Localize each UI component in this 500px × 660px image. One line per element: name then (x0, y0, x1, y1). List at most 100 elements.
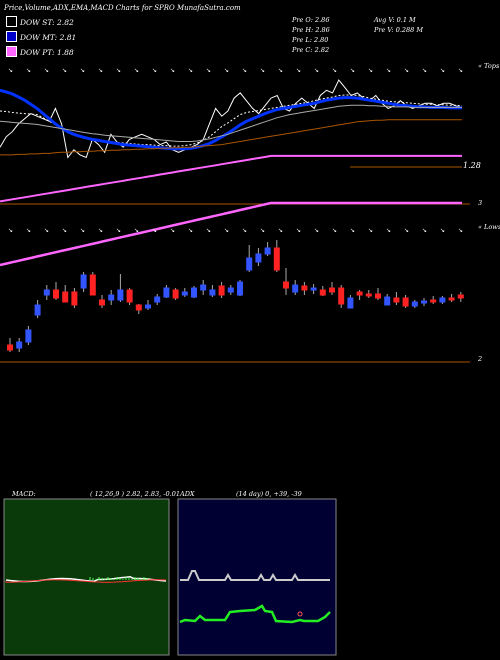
candle-body (375, 293, 381, 299)
candle-body (393, 297, 400, 303)
legend-swatch-mt (6, 31, 17, 42)
price-top-marker: ↘ (134, 227, 139, 234)
candle-body (181, 291, 188, 296)
ema-top-marker: ↘ (296, 67, 301, 74)
candle-body (356, 291, 363, 296)
ema-top-marker: ↘ (422, 67, 427, 74)
price-top-marker: ↘ (170, 227, 175, 234)
ema-top-marker: ↘ (170, 67, 175, 74)
ema-corner-label: « Tops (478, 62, 500, 70)
price-top-marker: ↘ (116, 227, 121, 234)
candle-body (108, 294, 115, 301)
candle-body (126, 289, 133, 303)
price-top-marker: ↘ (296, 227, 301, 234)
price-top-marker: ↘ (422, 227, 427, 234)
macd-signal-line (5, 579, 167, 583)
price-top-marker: ↘ (26, 227, 31, 234)
adx-line (180, 570, 330, 581)
ema-top-marker: ↘ (332, 67, 337, 74)
chart-title: Price,Volume,ADX,EMA,MACD Charts for SPR… (4, 4, 241, 12)
ema-top-marker: ↘ (44, 67, 49, 74)
stat-open: Pre O: 2.86 (292, 16, 330, 24)
candle-body (117, 289, 124, 301)
candle-body (218, 285, 225, 296)
candle-body (273, 247, 280, 271)
candle-body (237, 281, 243, 296)
candle-body (310, 287, 317, 291)
ema-series-pt-line (0, 154, 462, 203)
price-top-marker: ↘ (8, 227, 13, 234)
price-top-marker: ↘ (314, 227, 319, 234)
price-top-marker: ↘ (44, 227, 49, 234)
price-top-marker: ↘ (332, 227, 337, 234)
candle-body (209, 289, 216, 296)
candle-body (319, 289, 326, 296)
price-top-marker: ↘ (440, 227, 445, 234)
candle-body (34, 304, 41, 316)
legend-swatch-pt (6, 46, 17, 57)
price-top-marker: ↘ (80, 227, 85, 234)
ema-top-marker: ↘ (188, 67, 193, 74)
candle-body (439, 297, 446, 303)
ema-top-marker: ↘ (314, 67, 319, 74)
macd-label: MACD: (12, 490, 36, 498)
price-top-marker: ↘ (206, 227, 211, 234)
ema-top-marker: ↘ (278, 67, 283, 74)
ema-top-marker: ↘ (98, 67, 103, 74)
candle-body (25, 329, 32, 343)
candle-body (264, 247, 271, 255)
candle-body (246, 257, 253, 271)
ema-series-ema-short (0, 94, 463, 147)
candle-body (89, 274, 96, 296)
ema-top-marker: ↘ (458, 67, 463, 74)
price-top-marker: ↘ (224, 227, 229, 234)
price-top-marker: ↘ (260, 227, 265, 234)
candle-body (135, 304, 142, 311)
adx-panel (177, 498, 337, 656)
price-corner-label: « Lows (478, 223, 500, 231)
pt-trend-line (0, 201, 462, 267)
candle-body (172, 289, 179, 299)
stat-high: Pre H: 2.86 (292, 26, 330, 34)
ema-top-marker: ↘ (80, 67, 85, 74)
candle-body (292, 284, 299, 293)
ema-series-ema-vlong (0, 119, 462, 156)
candle-body (227, 287, 234, 293)
candle-body (329, 287, 335, 293)
legend-dow-mt: DOW MT: 2.81 (6, 31, 76, 42)
ema-top-marker: ↘ (134, 67, 139, 74)
candle-body (53, 289, 59, 299)
candle-body (80, 274, 87, 289)
candle-body (43, 289, 50, 296)
ema-series-ema-mid (0, 88, 462, 151)
candle-body (402, 297, 409, 307)
adx-values: (14 day) 0, +39, -39 (236, 490, 302, 498)
ema-top-marker: ↘ (260, 67, 265, 74)
legend-label-mt: DOW MT: 2.81 (20, 33, 77, 42)
ema-top-marker: ↘ (350, 67, 355, 74)
price-top-marker: ↘ (242, 227, 247, 234)
ema-price-label: 1.28 (463, 161, 481, 170)
candle-body (283, 281, 289, 289)
adx-minus-di-marker (297, 611, 303, 617)
ema-series-ema-long (0, 104, 462, 142)
candle-body (457, 294, 464, 299)
legend-dow-pt: DOW PT: 1.88 (6, 46, 74, 57)
price-axis-label: 2 (478, 355, 483, 363)
candle-body (384, 296, 391, 306)
price-top-marker: ↘ (404, 227, 409, 234)
candle-body (411, 301, 418, 307)
candle-body (145, 304, 151, 309)
candle-body (7, 344, 13, 351)
ema-top-marker: ↘ (206, 67, 211, 74)
candle-body (16, 341, 23, 349)
ema-top-marker: ↘ (116, 67, 121, 74)
ema-top-marker: ↘ (368, 67, 373, 74)
price-top-marker: ↘ (386, 227, 391, 234)
candle-body (62, 291, 69, 303)
stat-low: Pre L: 2.80 (292, 36, 329, 44)
stat-avg-volume: Avg V: 0.1 M (374, 16, 416, 24)
ema-top-marker: ↘ (440, 67, 445, 74)
candle-body (71, 291, 78, 306)
